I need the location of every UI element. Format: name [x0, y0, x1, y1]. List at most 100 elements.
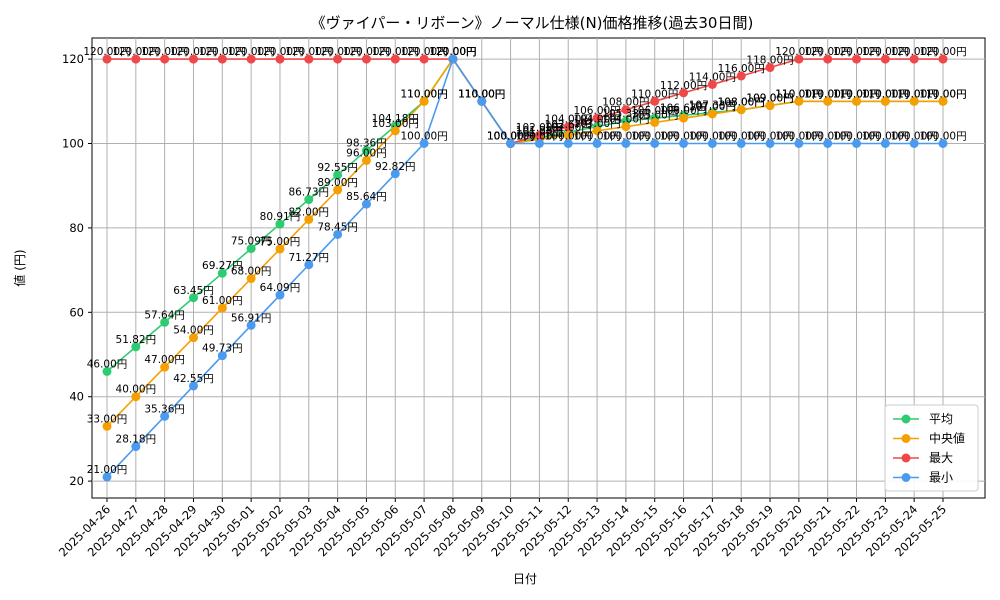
data-point [333, 54, 343, 64]
legend-label: 平均 [929, 412, 953, 426]
data-point [765, 101, 775, 111]
data-point [160, 317, 170, 327]
data-label: 75.09円 [231, 236, 272, 248]
data-label: 28.18円 [116, 434, 157, 446]
data-point [823, 54, 833, 64]
data-label: 110.00円 [458, 88, 505, 100]
data-label: 100.00円 [746, 131, 793, 143]
data-label: 107.00円 [689, 101, 736, 113]
y-tick-label: 20 [69, 474, 84, 488]
data-label: 46.00円 [87, 358, 128, 370]
data-point [361, 54, 371, 64]
data-label: 100.00円 [833, 131, 880, 143]
data-point [246, 54, 256, 64]
data-label: 102.67円 [545, 119, 592, 131]
data-label: 100.00円 [516, 131, 563, 143]
data-label: 120.00円 [228, 46, 275, 58]
data-label: 61.00円 [202, 295, 243, 307]
data-label: 110.00円 [833, 88, 880, 100]
data-label: 63.45円 [173, 285, 214, 297]
data-point [246, 244, 256, 254]
data-label: 120.00円 [285, 46, 332, 58]
data-point [736, 71, 746, 81]
data-point [102, 366, 112, 376]
y-axis-ticks: 20 40 60 80 100 120 [62, 52, 92, 488]
data-label: 96.00円 [346, 147, 387, 159]
data-point [217, 303, 227, 313]
data-label: 120.00円 [833, 46, 880, 58]
series-line [106, 57, 943, 372]
data-point [938, 139, 948, 149]
data-point [679, 139, 689, 149]
data-point [361, 145, 371, 155]
data-label: 116.00円 [718, 63, 765, 75]
legend-label: 中央値 [929, 431, 965, 446]
data-point [275, 54, 285, 64]
data-label: 110.00円 [862, 88, 909, 100]
data-point [880, 96, 890, 106]
data-label: 100.00円 [919, 131, 966, 143]
data-label: 110.00円 [804, 88, 851, 100]
data-label: 35.36円 [144, 403, 185, 415]
data-label: 105.00円 [631, 109, 678, 121]
data-point [909, 139, 919, 149]
data-point [160, 54, 170, 64]
data-point [361, 199, 371, 209]
data-label: 120.00円 [199, 46, 246, 58]
data-point [217, 351, 227, 361]
data-label: 118.00円 [746, 55, 793, 67]
data-point [707, 109, 717, 119]
data-label: 100.00円 [545, 131, 592, 143]
data-point [938, 96, 948, 106]
data-point [304, 214, 314, 224]
data-label: 110.00円 [631, 88, 678, 100]
data-label: 85.64円 [346, 191, 387, 203]
data-point [823, 139, 833, 149]
data-point [621, 139, 631, 149]
data-label: 100.00円 [400, 131, 447, 143]
data-point [419, 139, 429, 149]
data-point [160, 362, 170, 372]
data-point [188, 293, 198, 303]
legend-swatch-marker [901, 434, 911, 443]
data-point [765, 63, 775, 73]
data-label: 69.27円 [202, 260, 243, 272]
data-label: 104.18円 [372, 113, 419, 125]
data-point [390, 54, 400, 64]
data-point [217, 54, 227, 64]
data-point [131, 342, 141, 352]
data-label: 110.00円 [458, 88, 505, 100]
data-label: 120.00円 [400, 46, 447, 58]
data-label: 104.00円 [545, 114, 592, 126]
data-point [563, 139, 573, 149]
data-label: 21.00円 [87, 464, 128, 476]
legend-label: 最大 [929, 451, 953, 465]
data-label: 92.55円 [317, 162, 358, 174]
legend-label: 最小 [929, 471, 953, 485]
data-label: 110.00円 [891, 88, 938, 100]
data-point [304, 260, 314, 270]
data-label: 120.00円 [343, 46, 390, 58]
data-point [679, 88, 689, 98]
legend-swatch-marker [901, 453, 911, 463]
data-point [304, 195, 314, 205]
data-label: 75.00円 [260, 236, 301, 248]
data-point [361, 155, 371, 165]
data-point [852, 54, 862, 64]
data-point [909, 54, 919, 64]
data-label: 57.64円 [144, 309, 185, 321]
data-point [707, 139, 717, 149]
data-label: 104.00円 [573, 114, 620, 126]
data-label: 101.33円 [516, 125, 563, 137]
series-line [107, 58, 943, 145]
data-label: 78.45円 [317, 221, 358, 233]
data-label: 110.00円 [458, 88, 505, 100]
data-point [679, 113, 689, 123]
data-point [765, 139, 775, 149]
legend-swatch-marker [901, 473, 911, 482]
data-label: 49.73円 [202, 343, 243, 355]
data-point [188, 333, 198, 343]
data-label: 110.00円 [919, 88, 966, 100]
data-point [621, 122, 631, 132]
